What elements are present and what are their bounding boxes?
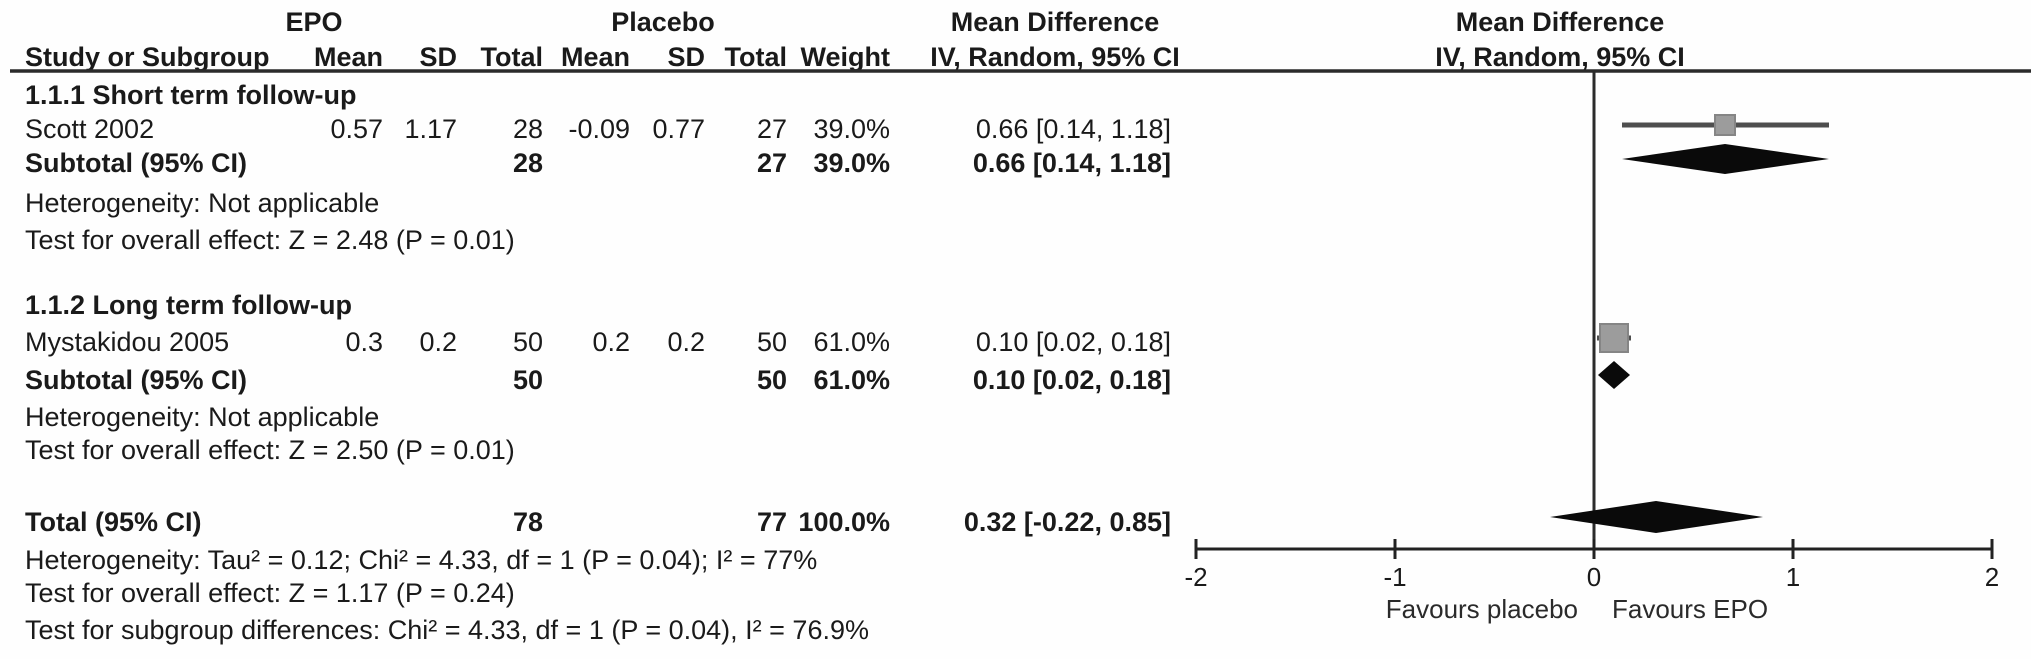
- epo-total-value: 50: [512, 327, 543, 357]
- weight-value: 39.0%: [813, 148, 890, 178]
- effect-estimate-text: 0.66 [0.14, 1.18]: [975, 114, 1171, 144]
- effect-estimate-text: 0.10 [0.02, 0.18]: [972, 365, 1171, 395]
- placebo-mean-value: -0.09: [568, 114, 630, 144]
- weight-value: 61.0%: [813, 327, 890, 357]
- epo-mean-value: 0.3: [345, 327, 383, 357]
- x-tick-label-2: 2: [1984, 562, 2000, 592]
- weight-value: 39.0%: [813, 114, 890, 144]
- x-tick-label-0: 0: [1586, 562, 1602, 592]
- study-column-header: Study or Subgroup: [25, 42, 270, 72]
- plot-header-line1: Mean Difference: [1455, 7, 1665, 37]
- placebo-sd-header: SD: [667, 42, 705, 72]
- x-tick-label-minus1: -1: [1383, 562, 1407, 592]
- effect-column-header-line2: IV, Random, 95% CI: [930, 42, 1180, 72]
- epo-mean-value: 0.57: [330, 114, 383, 144]
- overall-effect-test-text: Test for overall effect: Z = 2.48 (P = 0…: [25, 225, 515, 255]
- study-row-scott-2002: Scott 2002 0.57 1.17 28 -0.09 0.77 27 39…: [0, 113, 2031, 145]
- heterogeneity-text: Heterogeneity: Not applicable: [25, 188, 380, 218]
- epo-sd-value: 0.2: [419, 327, 457, 357]
- overall-effect-test-row: Test for overall effect: Z = 2.50 (P = 0…: [0, 434, 2031, 466]
- placebo-total-value: 27: [756, 148, 787, 178]
- placebo-sd-value: 0.77: [652, 114, 705, 144]
- effect-column-header-line1: Mean Difference: [950, 7, 1160, 37]
- total-overall-test-text: Test for overall effect: Z = 1.17 (P = 0…: [25, 578, 515, 608]
- scott-square-marker: [1714, 114, 1736, 136]
- total-heterogeneity-text: Heterogeneity: Tau² = 0.12; Chi² = 4.33,…: [25, 545, 818, 575]
- study-name: Mystakidou 2005: [25, 327, 230, 357]
- epo-total-value: 28: [512, 114, 543, 144]
- total-diamond: [1550, 501, 1763, 533]
- effect-estimate-text: 0.10 [0.02, 0.18]: [975, 327, 1171, 357]
- weight-header: Weight: [800, 42, 891, 72]
- column-header-row: Study or Subgroup Mean SD Total Mean SD …: [0, 41, 2031, 73]
- weight-value: 100.0%: [798, 507, 890, 537]
- study-row-mystakidou-2005: Mystakidou 2005 0.3 0.2 50 0.2 0.2 50 61…: [0, 326, 2031, 358]
- study-name: Scott 2002: [25, 114, 155, 144]
- placebo-total-header: Total: [724, 42, 788, 72]
- subgroup-2-label-row: 1.1.2 Long term follow-up: [0, 289, 2031, 321]
- heterogeneity-row: Heterogeneity: Not applicable: [0, 401, 2031, 433]
- epo-total-value: 28: [512, 148, 543, 178]
- subgroup-difference-test-text: Test for subgroup differences: Chi² = 4.…: [25, 615, 869, 645]
- heterogeneity-text: Heterogeneity: Not applicable: [25, 402, 380, 432]
- total-overall-test-row: Test for overall effect: Z = 1.17 (P = 0…: [0, 577, 2031, 609]
- placebo-total-value: 77: [756, 507, 787, 537]
- x-tick-label-1: 1: [1785, 562, 1801, 592]
- x-tick-label-minus2: -2: [1184, 562, 1208, 592]
- placebo-mean-value: 0.2: [592, 327, 630, 357]
- group-header-row: EPO Placebo Mean Difference Mean Differe…: [0, 6, 2031, 38]
- subgroup-difference-test-row: Test for subgroup differences: Chi² = 4.…: [0, 614, 2031, 646]
- epo-total-value: 50: [512, 365, 543, 395]
- epo-total-value: 78: [512, 507, 543, 537]
- subgroup-2-label: 1.1.2 Long term follow-up: [25, 290, 353, 320]
- placebo-mean-header: Mean: [560, 42, 630, 72]
- epo-sd-value: 1.17: [404, 114, 457, 144]
- favours-left-label: Favours placebo: [1385, 594, 1578, 624]
- favours-right-label: Favours EPO: [1612, 594, 1769, 624]
- placebo-sd-value: 0.2: [667, 327, 705, 357]
- subgroup-1-label-row: 1.1.1 Short term follow-up: [0, 79, 2031, 111]
- subtotal-row-short-term: Subtotal (95% CI) 28 27 39.0% 0.66 [0.14…: [0, 147, 2031, 179]
- total-row: Total (95% CI) 78 77 100.0% 0.32 [-0.22,…: [0, 506, 2031, 538]
- placebo-group-header: Placebo: [611, 7, 715, 37]
- placebo-total-value: 27: [756, 114, 787, 144]
- mystakidou-square-marker: [1599, 323, 1629, 353]
- total-label: Total (95% CI): [25, 507, 202, 537]
- subtotal-label: Subtotal (95% CI): [25, 148, 248, 178]
- subgroup-1-label: 1.1.1 Short term follow-up: [25, 80, 357, 110]
- epo-sd-header: SD: [419, 42, 457, 72]
- overall-effect-test-text: Test for overall effect: Z = 2.50 (P = 0…: [25, 435, 515, 465]
- epo-group-header: EPO: [285, 7, 343, 37]
- subtotal-label: Subtotal (95% CI): [25, 365, 248, 395]
- subtotal-long-diamond: [1598, 361, 1630, 389]
- effect-estimate-text: 0.66 [0.14, 1.18]: [972, 148, 1171, 178]
- subtotal-row-long-term: Subtotal (95% CI) 50 50 61.0% 0.10 [0.02…: [0, 364, 2031, 396]
- epo-total-header: Total: [480, 42, 544, 72]
- total-heterogeneity-row: Heterogeneity: Tau² = 0.12; Chi² = 4.33,…: [0, 544, 2031, 576]
- plot-header-line2: IV, Random, 95% CI: [1435, 42, 1685, 72]
- weight-value: 61.0%: [813, 365, 890, 395]
- overall-effect-test-row: Test for overall effect: Z = 2.48 (P = 0…: [0, 224, 2031, 256]
- effect-estimate-text: 0.32 [-0.22, 0.85]: [963, 507, 1171, 537]
- placebo-total-value: 50: [756, 365, 787, 395]
- subtotal-short-diamond: [1622, 144, 1829, 174]
- heterogeneity-row: Heterogeneity: Not applicable: [0, 187, 2031, 219]
- placebo-total-value: 50: [756, 327, 787, 357]
- epo-mean-header: Mean: [313, 42, 383, 72]
